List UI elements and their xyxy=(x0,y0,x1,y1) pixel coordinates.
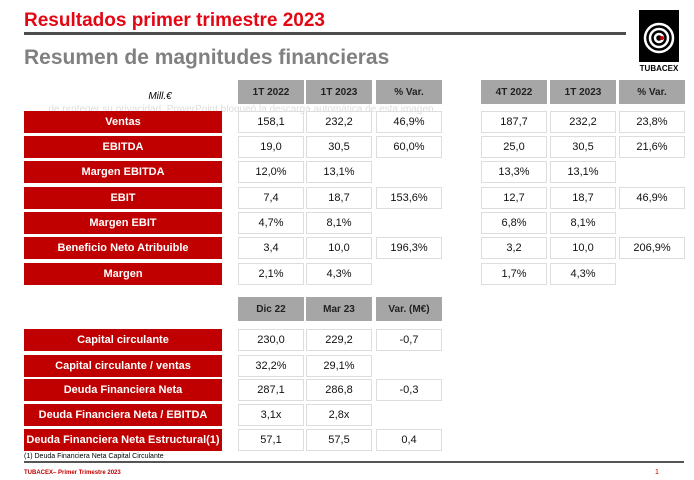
footer-text: TUBACEX– Primer Trimestre 2023 xyxy=(24,470,121,476)
table-cell: 4,3% xyxy=(550,263,616,285)
table-cell: 32,2% xyxy=(238,355,304,377)
row-label: Deuda Financiera Neta / EBITDA xyxy=(24,404,222,426)
row-label: Deuda Financiera Neta xyxy=(24,379,222,401)
table-cell: 3,2 xyxy=(481,237,547,259)
row-label: Margen xyxy=(24,263,222,285)
table-cell: 232,2 xyxy=(550,111,616,133)
table-cell: 6,8% xyxy=(481,212,547,234)
table-cell: 3,4 xyxy=(238,237,304,259)
table-cell: 19,0 xyxy=(238,136,304,158)
tubacex-logo: TUBACEX xyxy=(636,8,682,76)
row-label: Margen EBITDA xyxy=(24,161,222,183)
column-header: % Var. xyxy=(619,80,685,104)
row-label: Margen EBIT xyxy=(24,212,222,234)
table-cell: 21,6% xyxy=(619,136,685,158)
column-header: 1T 2023 xyxy=(550,80,616,104)
table-cell: 29,1% xyxy=(306,355,372,377)
table-cell: 8,1% xyxy=(550,212,616,234)
table-cell: 158,1 xyxy=(238,111,304,133)
column-header: 4T 2022 xyxy=(481,80,547,104)
table-cell: 1,7% xyxy=(481,263,547,285)
svg-text:TUBACEX: TUBACEX xyxy=(640,64,679,73)
table-cell: 13,1% xyxy=(306,161,372,183)
table-cell: 10,0 xyxy=(306,237,372,259)
table-cell: 23,8% xyxy=(619,111,685,133)
table-cell: 13,1% xyxy=(550,161,616,183)
table-cell: 25,0 xyxy=(481,136,547,158)
table-cell: 196,3% xyxy=(376,237,442,259)
column-header: 1T 2022 xyxy=(238,80,304,104)
table-cell: 57,5 xyxy=(306,429,372,451)
table-cell: 232,2 xyxy=(306,111,372,133)
table-cell: 230,0 xyxy=(238,329,304,351)
table-cell: 30,5 xyxy=(550,136,616,158)
table-cell: 7,4 xyxy=(238,187,304,209)
table-cell: 229,2 xyxy=(306,329,372,351)
table-cell: 12,0% xyxy=(238,161,304,183)
table-cell: 286,8 xyxy=(306,379,372,401)
table-cell: 10,0 xyxy=(550,237,616,259)
table-cell: 8,1% xyxy=(306,212,372,234)
table-cell: 187,7 xyxy=(481,111,547,133)
row-label: Capital circulante / ventas xyxy=(24,355,222,377)
table-cell: 46,9% xyxy=(619,187,685,209)
row-label: Beneficio Neto Atribuible xyxy=(24,237,222,259)
table-cell: 0,4 xyxy=(376,429,442,451)
table-cell: 4,3% xyxy=(306,263,372,285)
row-label: Capital circulante xyxy=(24,329,222,351)
table-cell: 2,8x xyxy=(306,404,372,426)
column-header: % Var. xyxy=(376,80,442,104)
table-cell: 57,1 xyxy=(238,429,304,451)
table-cell: 153,6% xyxy=(376,187,442,209)
blocked-image-notice: ...de proteger su privacidad, PowerPoint… xyxy=(40,104,437,115)
column-header: Dic 22 xyxy=(238,297,304,321)
table-cell: 60,0% xyxy=(376,136,442,158)
table-cell: 12,7 xyxy=(481,187,547,209)
slide-subtitle: Resumen de magnitudes financieras xyxy=(24,46,390,69)
table-cell: -0,7 xyxy=(376,329,442,351)
row-label: EBITDA xyxy=(24,136,222,158)
row-label: Deuda Financiera Neta Estructural(1) xyxy=(24,429,222,451)
column-header: 1T 2023 xyxy=(306,80,372,104)
column-header: Mar 23 xyxy=(306,297,372,321)
table-cell: 30,5 xyxy=(306,136,372,158)
footer-divider xyxy=(24,461,684,463)
title-divider xyxy=(24,32,626,35)
footnote: (1) Deuda Financiera Neta Capital Circul… xyxy=(24,453,164,460)
table-cell: 18,7 xyxy=(550,187,616,209)
row-label: EBIT xyxy=(24,187,222,209)
table-cell: 18,7 xyxy=(306,187,372,209)
page-number: 1 xyxy=(655,469,659,476)
table-cell: 2,1% xyxy=(238,263,304,285)
table-cell: 4,7% xyxy=(238,212,304,234)
table-cell: 3,1x xyxy=(238,404,304,426)
unit-label: Mill.€ xyxy=(148,91,172,102)
table-cell: 206,9% xyxy=(619,237,685,259)
row-label: Ventas xyxy=(24,111,222,133)
table-cell: 287,1 xyxy=(238,379,304,401)
column-header: Var. (M€) xyxy=(376,297,442,321)
table-cell: 13,3% xyxy=(481,161,547,183)
table-cell: 46,9% xyxy=(376,111,442,133)
slide-title: Resultados primer trimestre 2023 xyxy=(24,10,325,31)
table-cell: -0,3 xyxy=(376,379,442,401)
